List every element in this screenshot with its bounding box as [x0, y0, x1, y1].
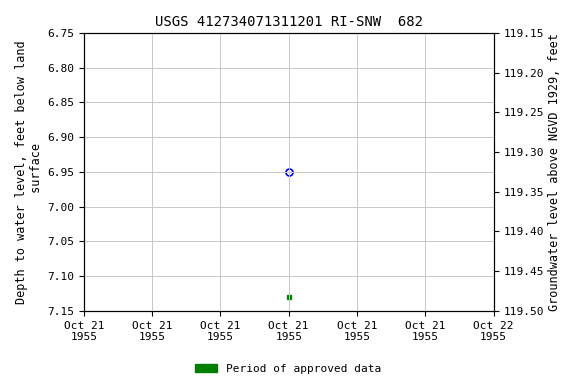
Y-axis label: Groundwater level above NGVD 1929, feet: Groundwater level above NGVD 1929, feet	[548, 33, 561, 311]
Title: USGS 412734071311201 RI-SNW  682: USGS 412734071311201 RI-SNW 682	[155, 15, 423, 29]
Legend: Period of approved data: Period of approved data	[191, 359, 385, 379]
Y-axis label: Depth to water level, feet below land
 surface: Depth to water level, feet below land su…	[15, 40, 43, 304]
